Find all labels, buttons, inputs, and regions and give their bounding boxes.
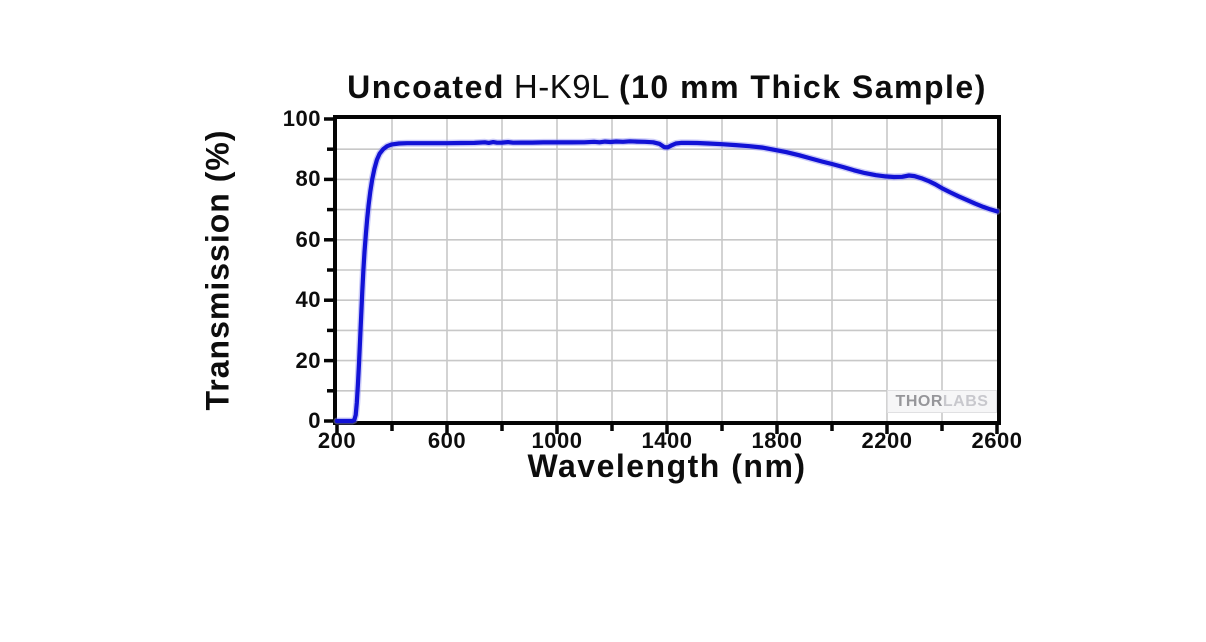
x-tick-label: 1000 [531, 428, 583, 453]
y-tick-label: 100 [282, 106, 321, 131]
y-tick-label: 60 [295, 227, 321, 252]
x-tick-labels: 200 600 1000 1400 1800 2200 2600 [318, 428, 1022, 456]
y-axis-title-wrap: Transmission (%) [196, 115, 240, 425]
plot-svg [324, 117, 1001, 434]
x-axis-title: Wavelength (nm) [527, 448, 807, 484]
plot-area: THOR LABS [324, 115, 1001, 434]
y-tick-label: 80 [295, 166, 321, 191]
title-material: H-K9L [513, 68, 610, 105]
y-tick-label: 0 [308, 408, 321, 433]
x-tick-label: 1400 [641, 428, 693, 453]
chart-title: Uncoated H-K9L (10 mm Thick Sample) [240, 68, 1094, 106]
watermark-thor: THOR [895, 392, 943, 410]
x-tick-label: 200 [317, 428, 357, 453]
x-tick-label: 600 [427, 428, 467, 453]
title-uncoated: Uncoated [347, 69, 505, 105]
watermark-labs: LABS [942, 392, 989, 410]
title-thickness: (10 mm Thick Sample) [618, 69, 987, 105]
x-tick-label: 1800 [751, 428, 803, 453]
y-axis-title: Transmission (%) [199, 129, 236, 411]
y-tick-label: 20 [295, 348, 321, 373]
y-tick-labels: 100 80 60 40 20 0 [263, 108, 321, 432]
x-tick-label: 2600 [971, 428, 1023, 453]
x-tick-label: 2200 [861, 428, 913, 453]
y-tick-label: 40 [295, 287, 321, 312]
transmission-curve [334, 139, 1000, 424]
thorlabs-watermark: THOR LABS [887, 390, 997, 413]
